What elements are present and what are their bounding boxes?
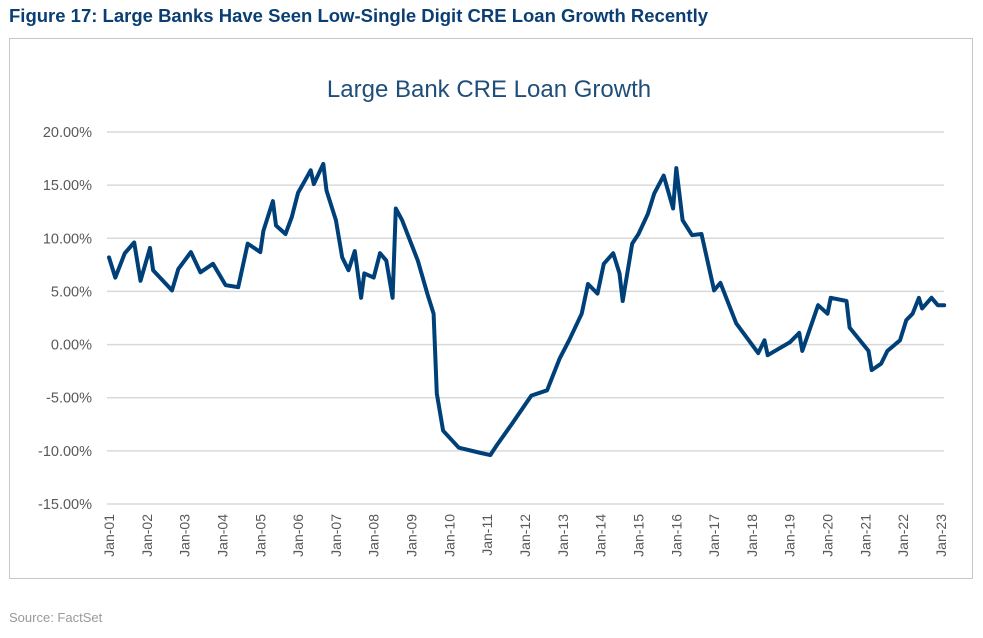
x-tick-label: Jan-03 — [177, 514, 193, 557]
y-tick-label: -5.00% — [46, 391, 92, 407]
x-tick-label: Jan-09 — [404, 514, 420, 557]
x-tick-label: Jan-07 — [328, 514, 344, 557]
x-tick-label: Jan-20 — [820, 514, 836, 557]
x-tick-label: Jan-08 — [366, 514, 382, 557]
y-tick-label: 20.00% — [43, 125, 92, 141]
y-tick-label: -15.00% — [38, 497, 92, 513]
x-tick-label: Jan-01 — [101, 514, 117, 557]
x-tick-label: Jan-17 — [706, 514, 722, 557]
chart-title: Large Bank CRE Loan Growth — [327, 76, 651, 103]
y-tick-label: 0.00% — [51, 338, 92, 354]
x-tick-label: Jan-21 — [857, 514, 873, 557]
y-tick-label: -10.00% — [38, 444, 92, 460]
y-tick-label: 5.00% — [51, 284, 92, 300]
x-tick-label: Jan-05 — [252, 514, 268, 557]
x-tick-label: Jan-13 — [555, 514, 571, 557]
x-tick-label: Jan-11 — [479, 514, 495, 556]
x-tick-label: Jan-22 — [895, 514, 911, 557]
y-tick-label: 15.00% — [43, 178, 92, 194]
chart-frame: Large Bank CRE Loan Growth 20.00% 15.00% 1… — [9, 38, 973, 579]
x-tick-label: Jan-16 — [668, 514, 684, 557]
x-tick-label: Jan-10 — [441, 514, 457, 557]
series-line — [107, 161, 947, 458]
line-chart: Large Bank CRE Loan Growth 20.00% 15.00% 1… — [38, 76, 949, 557]
x-tick-label: Jan-23 — [933, 514, 949, 557]
figure-title: Figure 17: Large Banks Have Seen Low-Sin… — [9, 5, 709, 26]
x-tick-label: Jan-12 — [517, 514, 533, 557]
x-tick-label: Jan-04 — [214, 514, 230, 557]
x-tick-label: Jan-19 — [782, 514, 798, 557]
x-tick-label: Jan-14 — [593, 514, 609, 557]
y-tick-label: 10.00% — [43, 231, 92, 247]
x-tick-label: Jan-02 — [139, 514, 155, 557]
x-tick-label: Jan-06 — [290, 514, 306, 557]
x-tick-label: Jan-15 — [630, 514, 646, 557]
x-tick-label: Jan-18 — [744, 514, 760, 557]
source-note: Source: FactSet — [9, 610, 103, 625]
